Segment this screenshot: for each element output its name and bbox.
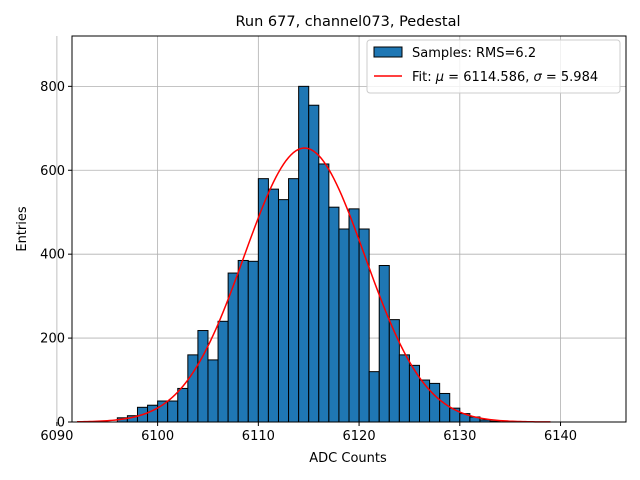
legend-fit-mu-value: = 6114.586, (444, 70, 533, 85)
y-tick-label: 200 (40, 332, 65, 347)
x-axis-ticks: 6090 6100 6110 6120 6130 6140 (40, 422, 577, 444)
x-tick-label: 6110 (242, 429, 275, 444)
histogram-bars (116, 85, 501, 423)
histogram-bar (408, 364, 421, 423)
histogram-bar (378, 265, 390, 423)
histogram-bar (247, 260, 259, 423)
histogram-bar (388, 319, 400, 423)
histogram-bar (298, 85, 310, 423)
histogram-bar (338, 228, 350, 423)
histogram-bar (368, 371, 380, 423)
histogram-bar (207, 359, 219, 423)
x-axis-label: ADC Counts (309, 451, 387, 466)
y-tick-label: 800 (40, 80, 65, 95)
histogram-bar (419, 379, 431, 423)
histogram-bar (288, 178, 300, 423)
histogram-bar (217, 320, 229, 423)
histogram-bar (429, 382, 441, 423)
legend-samples-label: Samples: RMS=6.2 (412, 46, 536, 61)
legend-samples-swatch (373, 46, 403, 58)
legend-box (366, 39, 621, 94)
legend-fit-sigma-symbol: σ (534, 70, 543, 85)
histogram-bar (167, 400, 179, 423)
histogram-bar (318, 163, 330, 423)
histogram-bar (237, 259, 249, 423)
fit-curve-layer (77, 147, 551, 423)
y-axis-ticks: 0 200 400 600 800 (40, 80, 72, 431)
legend-fit-prefix: Fit: (412, 70, 436, 85)
histogram-bar (308, 104, 320, 423)
legend-fit-sigma-value: = 5.984 (542, 70, 598, 85)
histogram-bar (348, 208, 360, 423)
x-tick-label: 6140 (544, 429, 577, 444)
histogram-bar (398, 354, 410, 423)
histogram-bar (147, 404, 159, 423)
histogram-bar (328, 206, 340, 423)
legend: Samples: RMS=6.2 Fit: μ = 6114.586, σ = … (366, 39, 621, 94)
histogram-bar (439, 392, 451, 423)
histogram-bar (277, 199, 290, 423)
histogram-bar (358, 228, 370, 423)
legend-fit-mu-symbol: μ (435, 70, 444, 85)
x-tick-label: 6090 (40, 429, 73, 444)
histogram-bar (177, 387, 189, 423)
legend-fit-label: Fit: μ = 6114.586, σ = 5.984 (412, 70, 598, 85)
histogram-bar (267, 188, 279, 423)
histogram-bar (197, 330, 209, 423)
x-tick-label: 6100 (141, 429, 174, 444)
fit-curve (77, 147, 551, 423)
plot-frame (71, 35, 627, 423)
y-tick-label: 600 (40, 164, 65, 179)
chart-title: Run 677, channel073, Pedestal (235, 14, 460, 30)
x-tick-label: 6130 (443, 429, 476, 444)
y-axis-label: Entries (15, 206, 30, 252)
y-tick-label: 400 (40, 248, 65, 263)
histogram-bar (187, 354, 199, 423)
x-tick-label: 6120 (343, 429, 376, 444)
y-tick-label: 0 (57, 416, 65, 431)
